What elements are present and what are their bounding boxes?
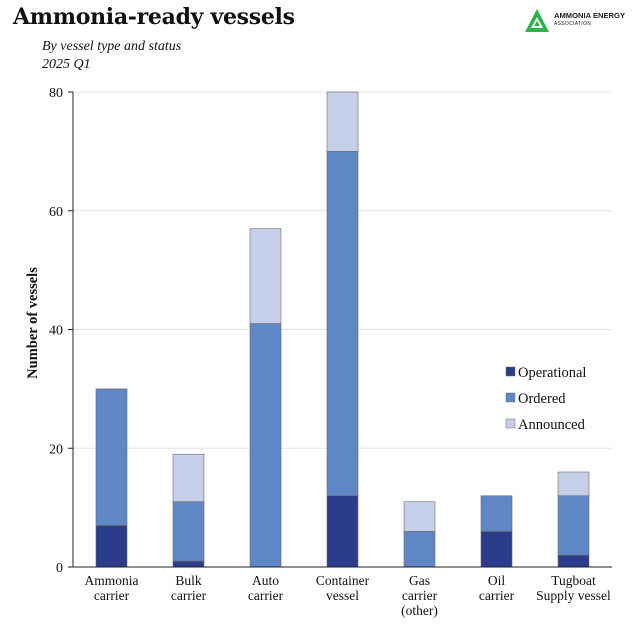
bar-ordered-5 xyxy=(481,496,512,532)
category-label: Tugboat Supply vessel xyxy=(536,573,611,603)
category-label-line: carrier xyxy=(402,588,438,603)
bar-ordered-4 xyxy=(404,531,435,567)
bar-announced-2 xyxy=(250,229,281,324)
category-label-line: (other) xyxy=(401,603,438,618)
legend-swatch-ordered xyxy=(506,393,515,402)
y-axis-label: Number of vessels xyxy=(25,267,41,379)
category-label: Oil carrier xyxy=(479,573,515,603)
bar-operational-6 xyxy=(558,555,589,567)
bar-operational-3 xyxy=(327,496,358,567)
bar-operational-5 xyxy=(481,531,512,567)
y-tick-label: 60 xyxy=(49,205,63,220)
bar-announced-6 xyxy=(558,472,589,496)
bar-ordered-1 xyxy=(173,502,204,561)
y-tick-label: 0 xyxy=(56,561,63,576)
category-label: Container vessel xyxy=(316,573,370,603)
y-tick-label: 80 xyxy=(49,86,63,101)
category-label-line: Tugboat xyxy=(551,573,596,588)
stacked-bar-chart: 020406080 Ammonia carrierBulk carrierAuto c… xyxy=(0,0,640,640)
category-label-line: Ammonia xyxy=(85,573,139,588)
y-tick-label: 20 xyxy=(49,442,63,457)
legend-swatch-announced xyxy=(506,419,515,428)
category-label-line: Container xyxy=(316,573,370,588)
legend-label-ordered: Ordered xyxy=(518,391,566,407)
category-label: Ammonia carrier xyxy=(85,573,139,603)
category-label-line: Oil xyxy=(488,573,506,588)
bar-ordered-6 xyxy=(558,496,589,555)
y-tick-labels: 0 20 40 60 80 xyxy=(49,86,63,576)
category-label-line: carrier xyxy=(171,588,207,603)
legend-label-operational: Operational xyxy=(518,365,586,381)
category-label-line: vessel xyxy=(326,588,359,603)
category-label-line: carrier xyxy=(94,588,130,603)
bar-ordered-3 xyxy=(327,151,358,495)
bar-ordered-0 xyxy=(96,389,127,526)
category-label-line: Supply vessel xyxy=(536,588,611,603)
y-tick-label: 40 xyxy=(49,324,63,339)
bar-announced-3 xyxy=(327,92,358,151)
bar-announced-1 xyxy=(173,454,204,502)
category-label-line: carrier xyxy=(479,588,515,603)
category-label: Bulk carrier xyxy=(171,573,207,603)
legend-label-announced: Announced xyxy=(518,417,586,433)
bar-operational-1 xyxy=(173,561,204,567)
bar-announced-4 xyxy=(404,502,435,532)
bar-ordered-2 xyxy=(250,324,281,567)
bar-operational-0 xyxy=(96,525,127,567)
category-label-line: Bulk xyxy=(175,573,202,588)
legend-swatch-operational xyxy=(506,367,515,376)
category-label-line: Gas xyxy=(409,573,430,588)
category-label: Auto carrier xyxy=(248,573,284,603)
category-label-line: carrier xyxy=(248,588,284,603)
legend: Operational Ordered Announced xyxy=(506,365,586,433)
category-label: Gas carrier (other) xyxy=(401,573,438,618)
category-label-line: Auto xyxy=(252,573,279,588)
